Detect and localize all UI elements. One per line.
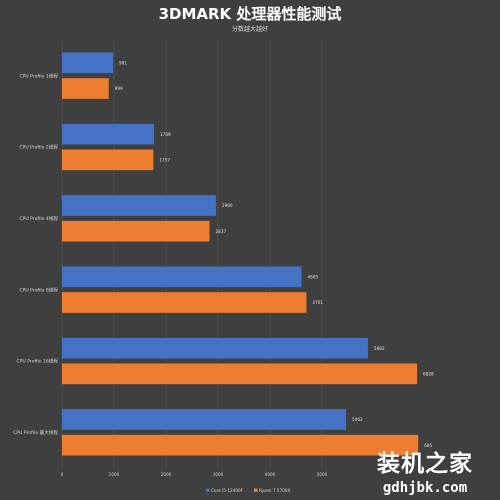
legend-label: Ryzen 7 5700X: [259, 488, 291, 493]
data-label: 685: [424, 443, 432, 448]
data-label: 6828: [423, 371, 434, 376]
legend-swatch-1: [254, 488, 258, 492]
x-tick-label: 0: [61, 472, 64, 477]
bar-blue-2: [62, 195, 216, 216]
data-label: 981: [119, 60, 127, 65]
chart-subtitle: 分数越大越好: [232, 25, 268, 33]
bar-blue-5: [62, 409, 347, 430]
data-label: 4605: [307, 274, 318, 279]
chart-title: 3DMARK 处理器性能测试: [159, 5, 342, 23]
watermark-url: gdhjbk.com: [383, 480, 467, 496]
data-label: 4701: [312, 300, 323, 305]
x-tick-label: 5000: [317, 472, 328, 477]
bar-blue-1: [62, 123, 154, 145]
category-label: CPU Profile 4线程: [19, 215, 58, 222]
category-label: CPU Profile 16线程: [16, 358, 58, 365]
data-label: 1769: [160, 132, 171, 137]
data-label: 5462: [352, 417, 363, 422]
bar-blue-4: [62, 337, 368, 359]
bar-orange-4: [62, 363, 418, 385]
legend: Core i5-12400F Ryzen 7 5700X: [206, 488, 291, 493]
data-label: 2960: [222, 203, 233, 208]
data-label: 1757: [159, 157, 170, 162]
x-axis-ticks: 0 1000 2000 3000 4000 5000: [61, 472, 328, 477]
labels: 981 899 CPU Profile 1线程 1769 1757 CPU Profile…: [13, 60, 434, 447]
legend-label: Core i5-12400F: [211, 488, 244, 493]
bar-orange-2: [62, 220, 210, 242]
data-label: 5883: [374, 346, 385, 351]
bar-orange-5: [62, 434, 419, 456]
bar-orange-3: [62, 292, 307, 313]
category-label: CPU Profile 2线程: [19, 144, 58, 151]
watermark-text: 装机之家: [377, 450, 473, 477]
x-tick-label: 2000: [161, 472, 172, 477]
category-label: CPU Profile 1线程: [19, 72, 58, 79]
bar-blue-3: [62, 266, 302, 288]
category-label: CPU Profile 最大线程: [13, 429, 58, 436]
watermark: 装机之家 gdhjbk.com: [377, 450, 473, 496]
x-tick-label: 3000: [213, 472, 224, 477]
legend-swatch-0: [206, 488, 210, 492]
bar-orange-0: [62, 78, 109, 99]
data-label: 2837: [216, 229, 227, 234]
bars: [62, 52, 419, 456]
category-label: CPU Profile 8线程: [19, 286, 58, 293]
bar-blue-0: [62, 52, 114, 74]
data-label: 899: [115, 86, 123, 91]
bar-orange-1: [62, 149, 154, 171]
x-tick-label: 1000: [109, 472, 120, 477]
x-tick-label: 4000: [265, 472, 276, 477]
gridlines: [61, 40, 323, 468]
